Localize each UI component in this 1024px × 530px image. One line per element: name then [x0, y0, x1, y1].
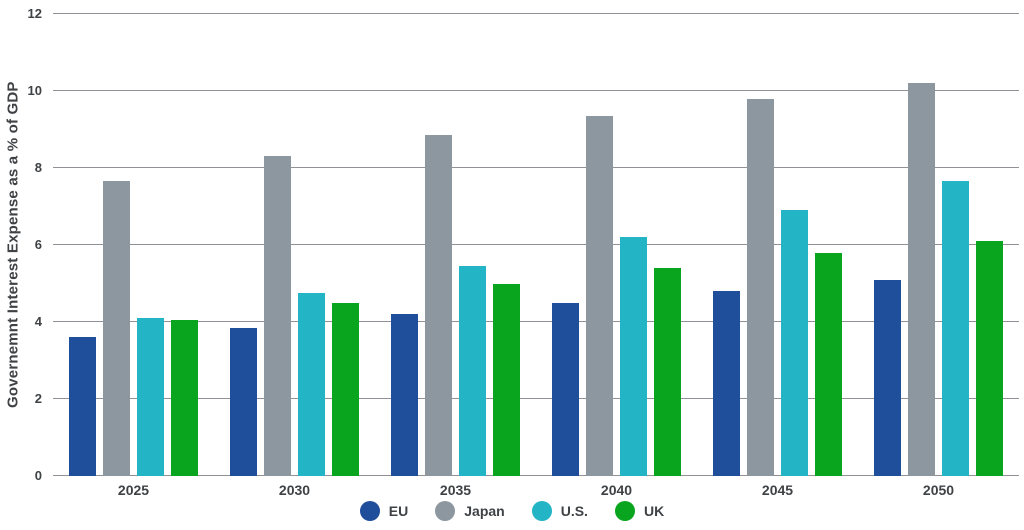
legend-item-us: U.S.	[531, 501, 588, 521]
x-tick-label-2050: 2050	[922, 482, 955, 498]
legend-label: EU	[388, 503, 409, 519]
bar-group-2040	[552, 116, 681, 476]
bar-eu-2035	[391, 314, 418, 476]
bar-us-2050	[942, 181, 969, 476]
legend-item-eu: EU	[359, 501, 409, 521]
y-tick-label: 2	[34, 391, 42, 406]
y-tick-label: 6	[34, 237, 42, 252]
bar-group-2025	[69, 181, 198, 476]
bar-uk-2045	[815, 252, 842, 476]
legend-swatch-icon	[435, 501, 456, 521]
x-tick-label-2035: 2035	[439, 482, 472, 498]
bar-group-2035	[391, 135, 520, 476]
legend: EU Japan U.S. UK	[0, 501, 1024, 521]
bar-eu-2030	[230, 327, 257, 476]
y-tick-label: 4	[34, 314, 42, 329]
bar-group-2030	[230, 156, 359, 476]
bar-us-2045	[781, 210, 808, 476]
bar-japan-2025	[103, 181, 130, 476]
gridline-y-12	[53, 13, 1019, 14]
y-tick-label: 10	[27, 83, 42, 98]
gridline-y-8	[53, 167, 1019, 168]
bar-us-2035	[459, 266, 486, 476]
legend-item-uk: UK	[614, 501, 665, 521]
bar-uk-2040	[654, 268, 681, 476]
y-tick-label: 12	[27, 6, 42, 21]
x-tick-label-2030: 2030	[278, 482, 311, 498]
bar-us-2025	[137, 318, 164, 476]
x-tick-label-2040: 2040	[600, 482, 633, 498]
bar-japan-2030	[264, 156, 291, 476]
gridline-y-10	[53, 90, 1019, 91]
legend-label: UK	[643, 503, 665, 519]
legend-label: U.S.	[560, 503, 588, 519]
bar-group-2050	[874, 83, 1003, 476]
bar-uk-2025	[171, 320, 198, 476]
bar-us-2040	[620, 237, 647, 476]
bar-group-2045	[713, 98, 842, 476]
y-tick-label: 0	[34, 468, 42, 483]
bar-japan-2050	[908, 83, 935, 476]
gridline-y-0	[53, 475, 1019, 476]
bar-eu-2050	[874, 279, 901, 476]
bar-us-2030	[298, 293, 325, 476]
bar-japan-2035	[425, 135, 452, 476]
bar-uk-2035	[493, 283, 520, 476]
gridline-y-4	[53, 321, 1019, 322]
bar-eu-2040	[552, 302, 579, 476]
bar-eu-2025	[69, 337, 96, 476]
y-tick-label: 8	[34, 160, 42, 175]
legend-label: Japan	[464, 503, 505, 519]
plot-area	[53, 13, 1019, 476]
legend-swatch-icon	[359, 501, 380, 521]
legend-item-japan: Japan	[435, 501, 505, 521]
legend-swatch-icon	[531, 501, 552, 521]
x-tick-label-2025: 2025	[117, 482, 150, 498]
bar-japan-2045	[747, 98, 774, 476]
bar-uk-2050	[976, 241, 1003, 476]
gridline-y-6	[53, 244, 1019, 245]
x-tick-label-2045: 2045	[761, 482, 794, 498]
legend-swatch-icon	[614, 501, 635, 521]
bar-eu-2045	[713, 291, 740, 476]
bar-japan-2040	[586, 116, 613, 476]
gridline-y-2	[53, 398, 1019, 399]
bar-uk-2030	[332, 302, 359, 476]
